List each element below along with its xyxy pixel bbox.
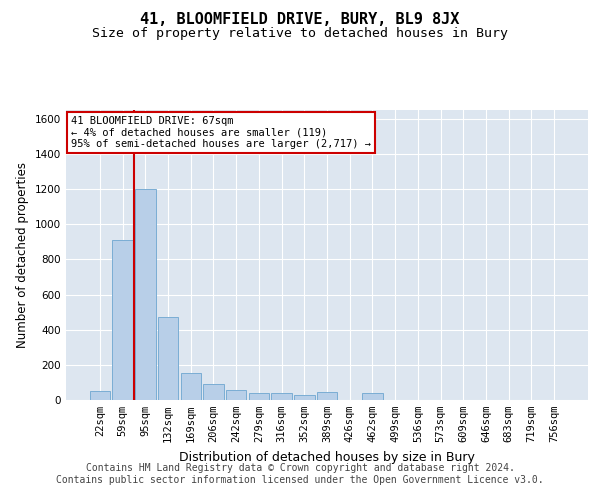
Bar (181, 373, 201, 400)
Bar (226, 390, 247, 400)
Bar (135, 189, 155, 400)
Text: 41 BLOOMFIELD DRIVE: 67sqm
← 4% of detached houses are smaller (119)
95% of semi: 41 BLOOMFIELD DRIVE: 67sqm ← 4% of detac… (71, 116, 371, 149)
Bar (248, 392, 269, 400)
Bar (317, 392, 337, 400)
Bar (294, 395, 314, 400)
Bar (203, 384, 224, 400)
Text: Contains HM Land Registry data © Crown copyright and database right 2024.
Contai: Contains HM Land Registry data © Crown c… (56, 464, 544, 485)
Bar (271, 392, 292, 400)
X-axis label: Distribution of detached houses by size in Bury: Distribution of detached houses by size … (179, 450, 475, 464)
Bar (362, 394, 383, 400)
Bar (90, 391, 110, 400)
Text: 41, BLOOMFIELD DRIVE, BURY, BL9 8JX: 41, BLOOMFIELD DRIVE, BURY, BL9 8JX (140, 12, 460, 28)
Bar (112, 240, 133, 400)
Text: Size of property relative to detached houses in Bury: Size of property relative to detached ho… (92, 28, 508, 40)
Y-axis label: Number of detached properties: Number of detached properties (16, 162, 29, 348)
Bar (158, 318, 178, 400)
